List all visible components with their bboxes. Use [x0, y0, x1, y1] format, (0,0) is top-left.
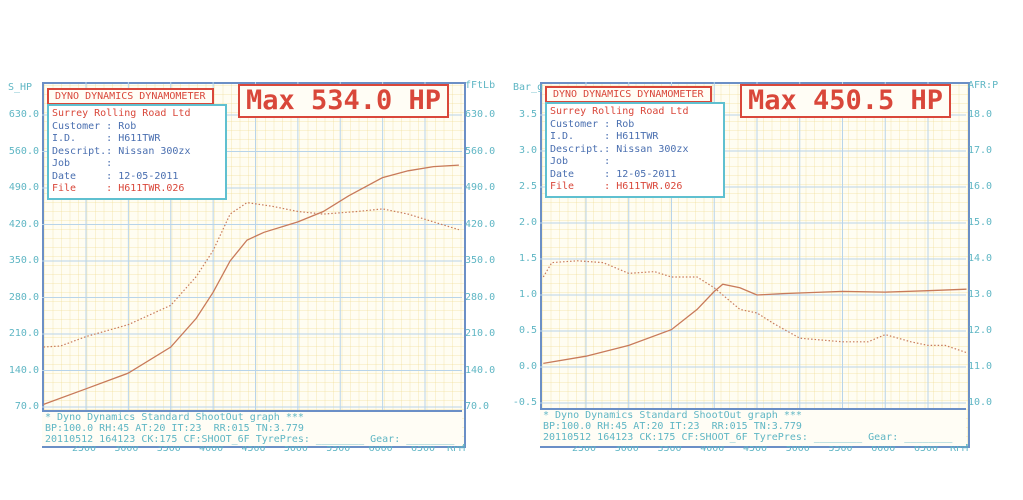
y-tick-right: 70.0	[465, 401, 490, 412]
footer-line: BP:100.0 RH:45 AT:20 IT:23 RR:015 TN:3.7…	[543, 421, 802, 432]
y-tick-right: 16.0	[968, 181, 993, 192]
y-tick-left: -0.5	[512, 397, 537, 408]
y-tick-left: 1.0	[518, 289, 537, 300]
y-tick-right: 13.0	[968, 289, 993, 300]
max-hp-label: Max 450.5 HP	[740, 84, 952, 118]
y-tick-right: 10.0	[968, 397, 993, 408]
x-tick: 5500	[326, 443, 351, 454]
x-tick: 6000	[871, 443, 896, 454]
x-tick: 3500	[156, 443, 181, 454]
y-tick-left: 3.5	[518, 109, 537, 120]
info-descript: Descript.: Nissan 300zx	[550, 143, 689, 155]
max-hp-label: Max 534.0 HP	[238, 84, 450, 118]
y-tick-right: 14.0	[968, 253, 993, 264]
y-tick-left: 2.0	[518, 217, 537, 228]
footer-line: 20110512 164123 CK:175 CF:SHOOT_6F TyreP…	[543, 432, 953, 443]
info-customer: Customer : Rob	[52, 120, 137, 132]
y-axis-label-left: S_HP	[8, 82, 33, 93]
info-file: File : H611TWR.026	[550, 181, 683, 192]
footer-box: * Dyno Dynamics Standard ShootOut graph …	[540, 408, 966, 446]
y-tick-left: 0.0	[518, 361, 537, 372]
y-tick-right: 17.0	[968, 145, 993, 156]
y-tick-right: 560.0	[465, 145, 496, 157]
y-tick-right: 350.0	[465, 255, 496, 266]
info-date: Date : 12-05-2011	[52, 170, 179, 182]
info-descript: Descript.: Nissan 300zx	[52, 145, 191, 157]
y-tick-right: 18.0	[968, 109, 993, 120]
solid-series-line	[43, 164, 459, 406]
footer-line: 20110512 164123 CK:175 CF:SHOOT_6F TyreP…	[45, 434, 455, 445]
y-tick-left: 2.5	[518, 181, 537, 192]
y-tick-left: 140.0	[8, 364, 39, 376]
x-tick: 4000	[700, 443, 725, 454]
x-axis-label: RPM	[950, 443, 969, 454]
dotted-series-line	[542, 260, 967, 354]
x-tick: 6500	[914, 443, 939, 454]
y-tick-right: 11.0	[968, 361, 993, 372]
x-tick: 3500	[657, 443, 682, 454]
y-tick-left: 630.0	[8, 109, 39, 120]
y-tick-left: 0.5	[518, 325, 537, 336]
y-tick-right: 280.0	[465, 291, 496, 303]
x-tick: 6000	[368, 443, 393, 454]
info-job: Job :	[550, 156, 611, 167]
solid-series-line	[543, 283, 967, 365]
y-axis-label-left: Bar_g	[513, 82, 544, 93]
y-tick-left: 210.0	[8, 328, 39, 339]
x-tick: 6500	[411, 443, 436, 454]
x-tick: 5000	[785, 443, 810, 454]
info-id: I.D. : H611TWR	[52, 133, 161, 144]
run-info-box: Surrey Rolling Road Ltd Customer : Rob I.D…	[47, 104, 227, 200]
info-customer: Customer : Rob	[550, 118, 635, 130]
x-tick: 3000	[114, 443, 139, 454]
y-tick-left: 560.0	[8, 145, 39, 157]
x-tick: 5000	[283, 443, 308, 454]
dotted-series-line	[43, 201, 460, 348]
x-axis-label: RPM	[447, 443, 466, 454]
y-tick-left: 1.5	[518, 253, 537, 264]
y-tick-right: 210.0	[465, 328, 496, 339]
y-tick-right: 630.0	[465, 109, 496, 120]
info-company: Surrey Rolling Road Ltd	[550, 106, 689, 117]
footer-line: * Dyno Dynamics Standard ShootOut graph …	[45, 412, 304, 423]
info-company: Surrey Rolling Road Ltd	[52, 108, 191, 119]
dyno-header: DYNO DYNAMICS DYNAMOMETER	[545, 86, 712, 103]
x-tick: 4000	[199, 443, 224, 454]
footer-box: * Dyno Dynamics Standard ShootOut graph …	[42, 410, 462, 446]
run-info-box: Surrey Rolling Road Ltd Customer : Rob I.D…	[545, 102, 725, 198]
y-tick-right: 15.0	[968, 217, 993, 228]
y-axis-label-right: fFtLb	[465, 80, 496, 91]
info-id: I.D. : H611TWR	[550, 131, 659, 142]
y-tick-left: 420.0	[8, 218, 39, 230]
y-tick-left: 3.0	[518, 145, 537, 156]
footer-line: * Dyno Dynamics Standard ShootOut graph …	[543, 410, 802, 421]
x-tick: 3000	[614, 443, 639, 454]
info-date: Date : 12-05-2011	[550, 168, 677, 180]
x-tick: 2500	[72, 443, 97, 454]
info-file: File : H611TWR.026	[52, 183, 185, 194]
footer-line: BP:100.0 RH:45 AT:20 IT:23 RR:015 TN:3.7…	[45, 423, 304, 434]
y-tick-left: 280.0	[8, 291, 39, 303]
x-tick: 4500	[241, 443, 266, 454]
y-tick-right: 140.0	[465, 364, 496, 376]
y-tick-right: 12.0	[968, 325, 993, 336]
y-axis-label-right: AFR:P	[968, 80, 999, 91]
info-job: Job :	[52, 158, 113, 169]
y-tick-right: 420.0	[465, 218, 496, 230]
y-tick-left: 490.0	[8, 182, 39, 193]
y-tick-left: 70.0	[14, 401, 39, 412]
x-tick: 4500	[743, 443, 768, 454]
x-tick: 2500	[572, 443, 597, 454]
y-tick-left: 350.0	[8, 255, 39, 266]
y-tick-right: 490.0	[465, 182, 496, 193]
x-tick: 5500	[828, 443, 853, 454]
